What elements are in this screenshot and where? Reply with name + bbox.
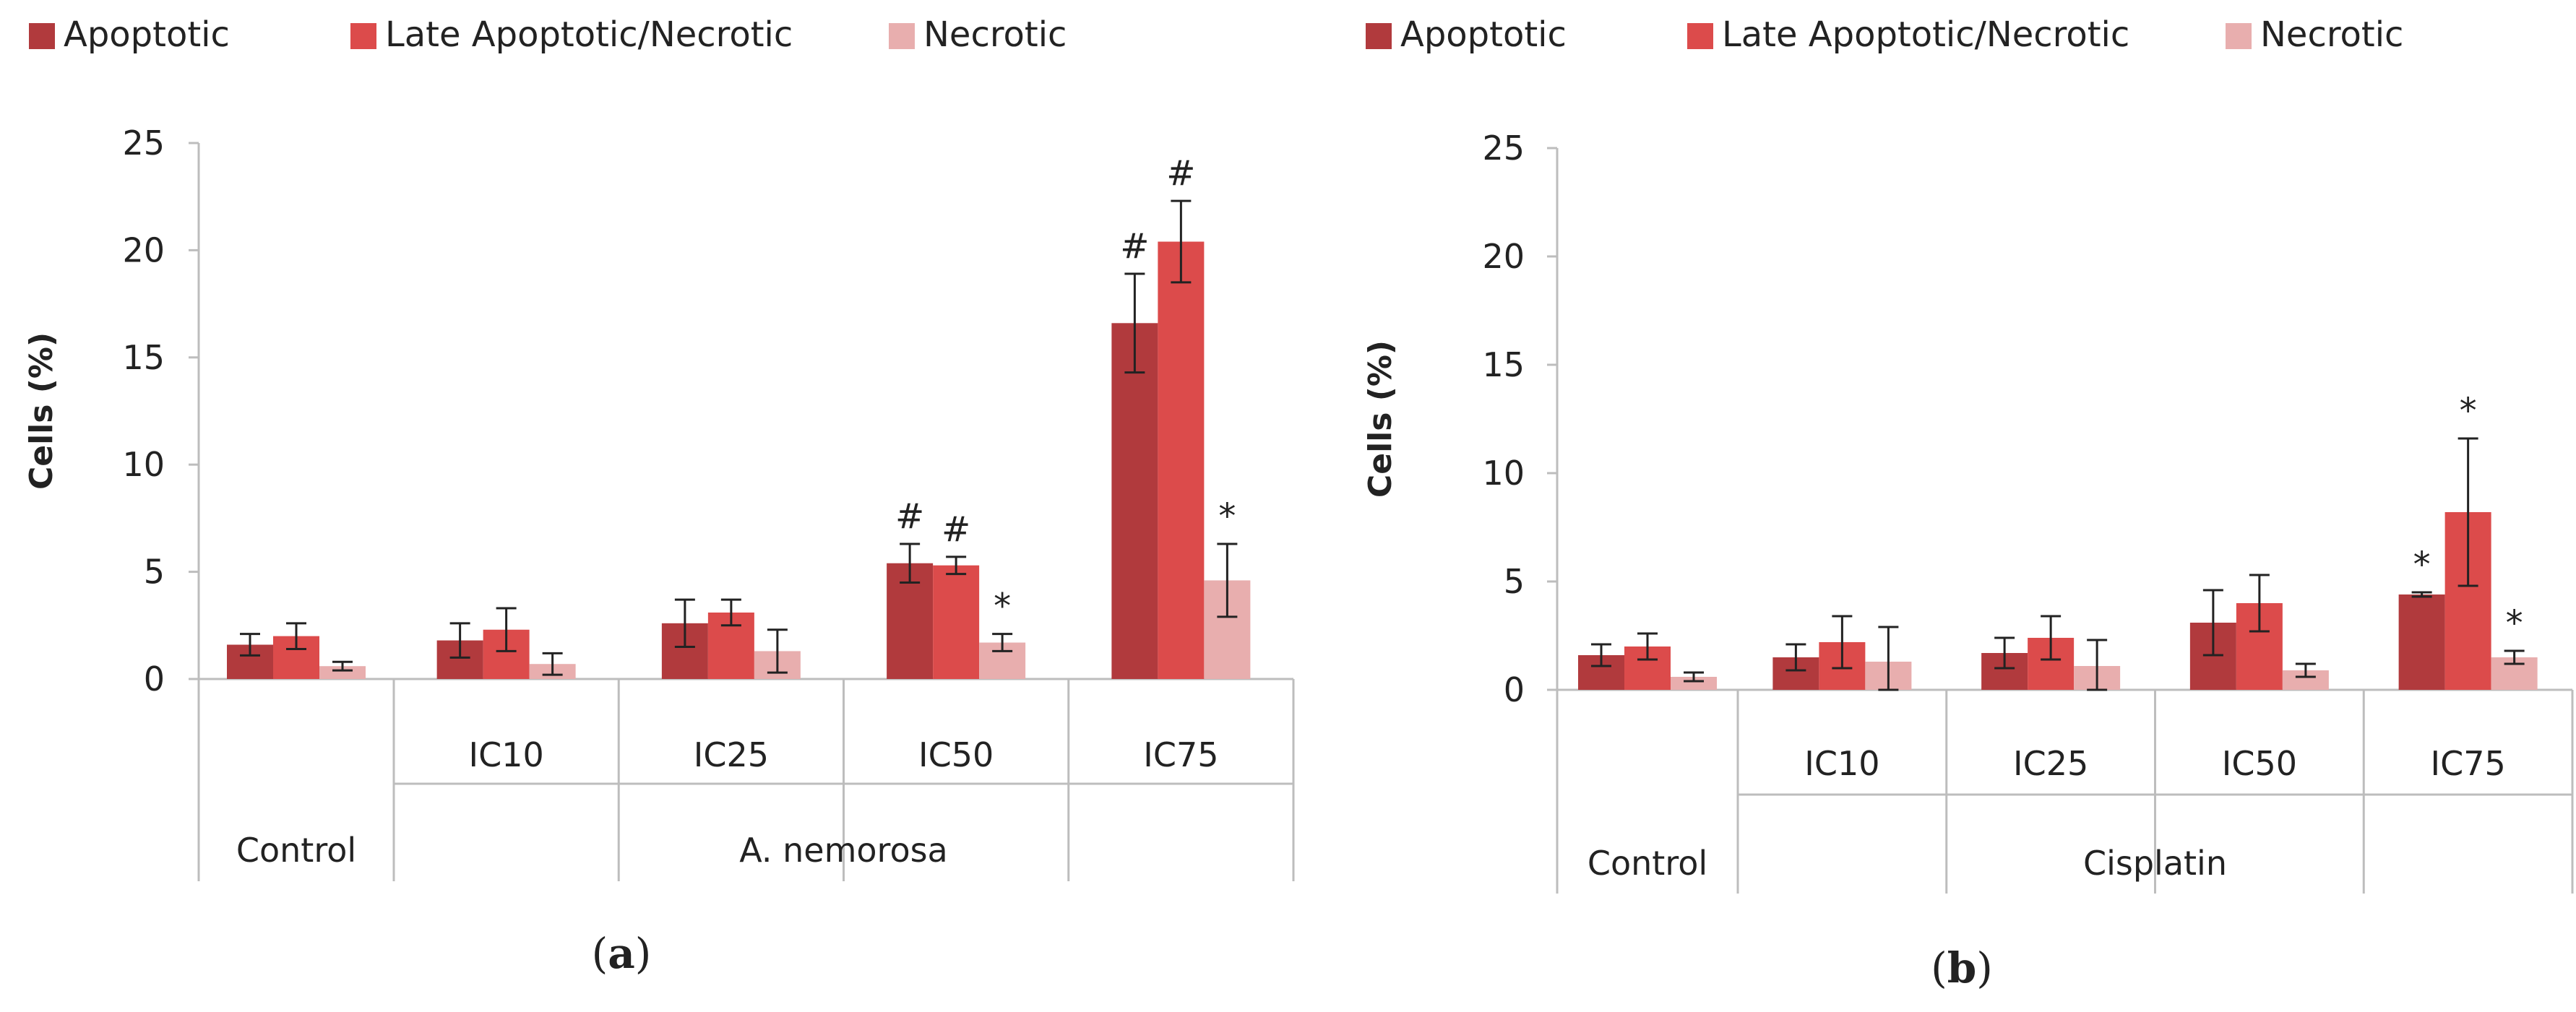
significance-mark: # — [1166, 153, 1195, 194]
group-label-0: Control — [236, 831, 356, 870]
significance-mark: * — [1218, 496, 1236, 537]
y-tick-label: 20 — [1482, 237, 1525, 276]
category-label-ic10: IC10 — [469, 735, 544, 774]
significance-mark: * — [2506, 603, 2523, 644]
panel-b: Apoptotic Late Apoptotic/Necrotic Necrotic… — [1362, 14, 2574, 992]
legend-label-1: Late Apoptotic/Necrotic — [1722, 14, 2129, 55]
y-tick-label: 0 — [1504, 670, 1525, 709]
category-label-ic75: IC75 — [2431, 744, 2506, 783]
significance-mark: * — [994, 587, 1011, 627]
legend-label-1: Late Apoptotic/Necrotic — [385, 14, 793, 55]
group-label-1: Cisplatin — [2083, 844, 2227, 883]
significance-mark: # — [1120, 226, 1149, 267]
legend-label-0: Apoptotic — [64, 14, 230, 55]
y-axis-label: Cells (%) — [1362, 340, 1399, 498]
category-label-ic75: IC75 — [1143, 735, 1218, 774]
significance-mark: * — [2460, 391, 2477, 431]
category-label-ic50: IC50 — [2222, 744, 2297, 783]
panel-label: (b) — [1931, 943, 1993, 992]
significance-mark: # — [895, 496, 924, 537]
legend-swatch-2 — [889, 23, 915, 49]
panel-a: Apoptotic Late Apoptotic/Necrotic Necrotic… — [23, 14, 1295, 978]
significance-mark: * — [2413, 545, 2431, 585]
category-label-ic25: IC25 — [2013, 744, 2088, 783]
y-tick-label: 5 — [1504, 562, 1525, 601]
legend-swatch-1 — [1687, 23, 1713, 49]
bar-control-2 — [319, 666, 366, 679]
legend-swatch-2 — [2226, 23, 2252, 49]
bar-ic75-0 — [2398, 594, 2445, 690]
bar-control-2 — [1671, 677, 1717, 690]
legend-swatch-0 — [1366, 23, 1392, 49]
legend-swatch-1 — [350, 23, 376, 49]
y-tick-label: 10 — [122, 445, 165, 484]
y-tick-label: 25 — [1482, 129, 1525, 168]
bar-ic75-0 — [1111, 323, 1158, 679]
y-tick-label: 15 — [1482, 345, 1525, 384]
category-label-ic10: IC10 — [1804, 744, 1879, 783]
y-tick-label: 10 — [1482, 454, 1525, 493]
y-tick-label: 20 — [122, 230, 165, 269]
bar-ic50-1 — [933, 565, 980, 679]
y-tick-label: 5 — [144, 553, 165, 592]
group-label-1: A. nemorosa — [739, 831, 948, 870]
category-label-ic25: IC25 — [694, 735, 769, 774]
group-label-0: Control — [1588, 844, 1707, 883]
legend-label-2: Necrotic — [923, 14, 1067, 55]
legend-label-0: Apoptotic — [1400, 14, 1567, 55]
panel-label: (a) — [592, 929, 652, 978]
significance-mark: # — [942, 509, 970, 550]
category-label-ic50: IC50 — [918, 735, 994, 774]
bar-ic75-1 — [1158, 241, 1205, 679]
legend-label-2: Necrotic — [2260, 14, 2403, 55]
y-axis-label: Cells (%) — [23, 332, 60, 490]
y-tick-label: 15 — [122, 338, 165, 377]
legend-swatch-0 — [29, 23, 55, 49]
y-tick-label: 25 — [122, 124, 165, 163]
y-tick-label: 0 — [144, 659, 165, 699]
